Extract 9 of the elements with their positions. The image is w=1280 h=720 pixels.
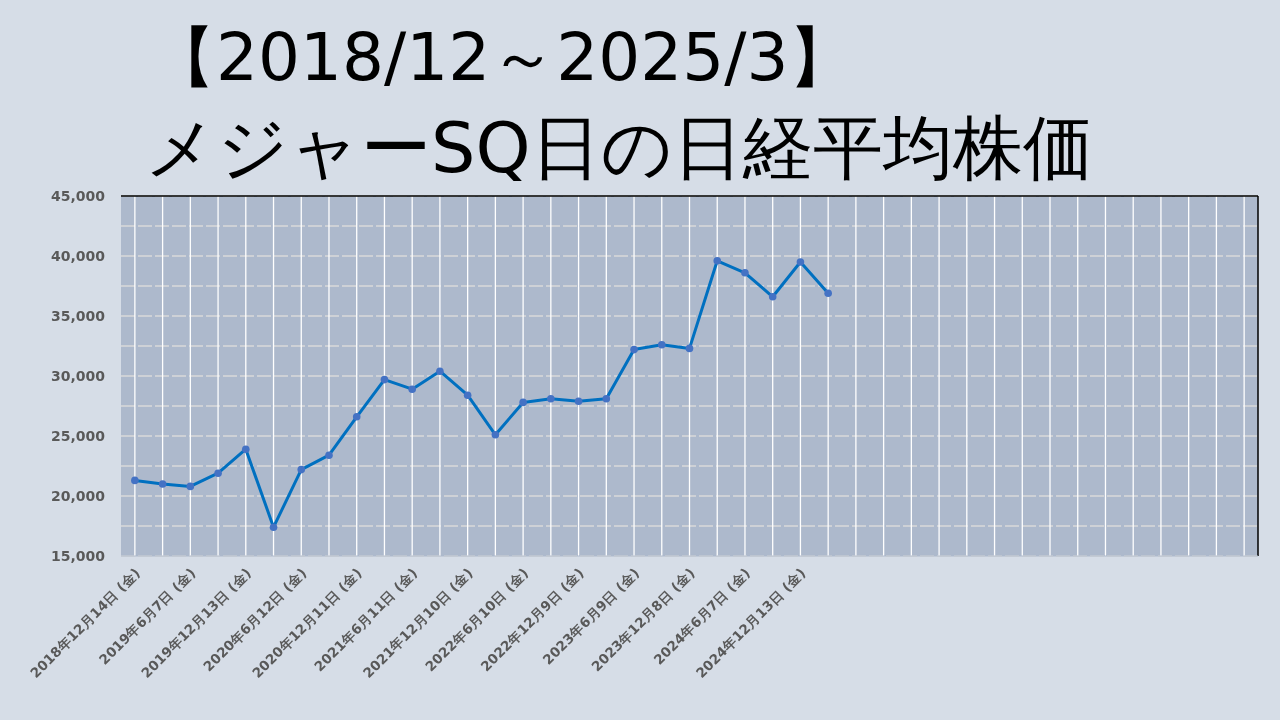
y-tick-label: 15,000 bbox=[50, 548, 106, 564]
subtitle: メジャーSQ日の日経平均株価 bbox=[145, 107, 1093, 189]
y-tick-label: 25,000 bbox=[50, 428, 106, 444]
y-tick-label: 20,000 bbox=[50, 488, 106, 504]
y-tick-label: 30,000 bbox=[50, 368, 106, 384]
title: 【2018/12～2025/3】 bbox=[150, 19, 855, 96]
y-tick-label: 40,000 bbox=[50, 248, 106, 264]
y-tick-label: 45,000 bbox=[50, 188, 106, 204]
y-tick-label: 35,000 bbox=[50, 308, 106, 324]
